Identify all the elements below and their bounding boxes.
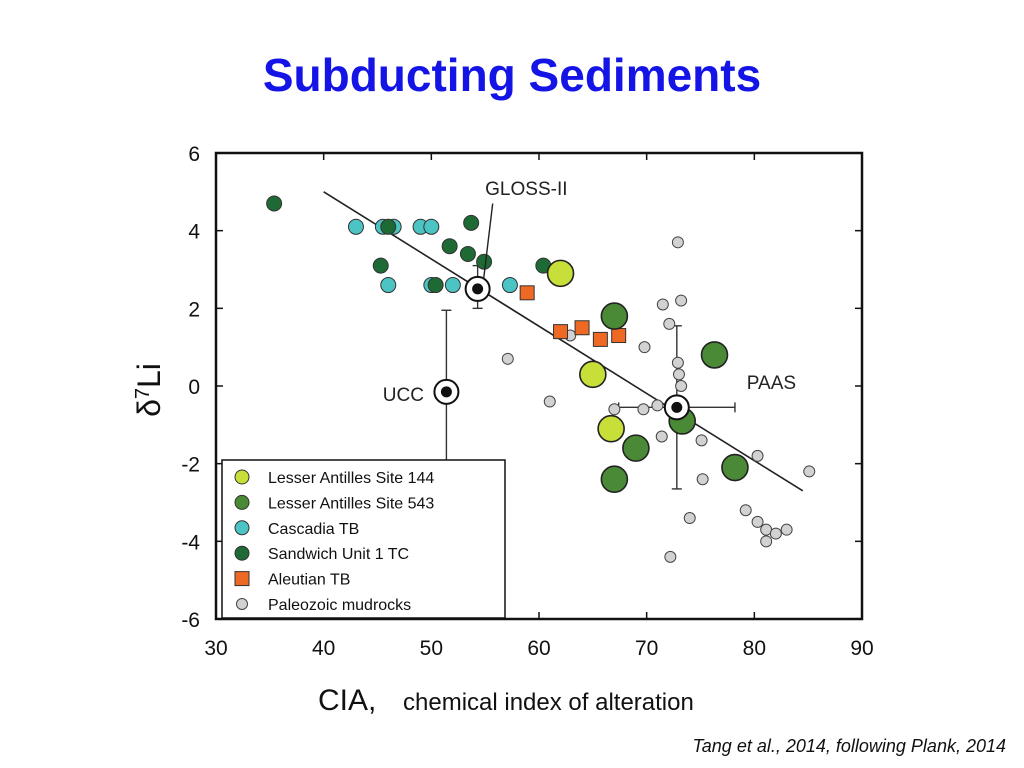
point-lesser-antilles-site-144 [579, 360, 607, 389]
point-paleozoic-mudrocks [803, 465, 816, 478]
x-axis-subtitle: chemical index of alteration [403, 689, 694, 716]
point-sandwich-unit-1-tc [380, 218, 397, 235]
point-paleozoic-mudrocks [760, 535, 773, 548]
y-tick-label: -2 [181, 454, 200, 477]
y-axis-title-element: Li [131, 363, 167, 388]
point-sandwich-unit-1-tc [459, 245, 476, 262]
point-paleozoic-mudrocks [608, 403, 621, 416]
point-aleutian-tb [553, 324, 569, 340]
point-sandwich-unit-1-tc [463, 214, 480, 231]
point-cascadia-tb [423, 218, 440, 235]
y-tick-label: -6 [181, 609, 200, 632]
point-sandwich-unit-1-tc [266, 195, 283, 212]
legend-label-cascadia-tb: Cascadia TB [268, 521, 359, 538]
legend-label-lesser-antilles-site-144: Lesser Antilles Site 144 [268, 470, 434, 487]
point-paleozoic-mudrocks [664, 550, 677, 563]
point-paleozoic-mudrocks [675, 380, 688, 392]
point-sandwich-unit-1-tc [476, 253, 493, 270]
citation: Tang et al., 2014, following Plank, 2014 [692, 736, 1006, 756]
legend-marker-cascadia-tb [234, 520, 250, 536]
legend-box [221, 459, 506, 619]
point-cascadia-tb [501, 277, 518, 294]
reference-point-center-gloss-ii [472, 283, 484, 295]
annotation-paas: PAAS [747, 373, 796, 394]
point-lesser-antilles-site-543 [622, 434, 650, 462]
point-aleutian-tb [574, 320, 590, 336]
x-tick-label: 30 [204, 637, 227, 660]
x-tick-label: 60 [527, 637, 550, 660]
x-tick-label: 70 [635, 637, 658, 660]
point-paleozoic-mudrocks [637, 403, 650, 416]
point-paleozoic-mudrocks [672, 368, 685, 381]
reference-point-center-paas [671, 401, 683, 413]
point-aleutian-tb [611, 328, 627, 344]
y-axis-title-delta: δ [131, 399, 167, 417]
annotation-gloss-ii: GLOSS-II [485, 179, 567, 200]
annotation-ucc: UCC [383, 385, 424, 406]
point-paleozoic-mudrocks [751, 515, 764, 528]
point-paleozoic-mudrocks [655, 430, 668, 443]
x-tick-label: 40 [312, 637, 335, 660]
y-tick-label: 0 [188, 376, 200, 399]
x-axis-title: CIA, [318, 684, 376, 717]
point-paleozoic-mudrocks [671, 236, 684, 249]
point-lesser-antilles-site-144 [597, 414, 625, 443]
point-lesser-antilles-site-543 [600, 302, 629, 330]
point-paleozoic-mudrocks [638, 341, 651, 354]
y-axis-title: δ7Li [131, 363, 167, 417]
x-tick-label: 50 [420, 637, 443, 660]
point-paleozoic-mudrocks [683, 512, 696, 525]
point-paleozoic-mudrocks [501, 352, 514, 365]
point-cascadia-tb [347, 218, 364, 235]
point-lesser-antilles-site-543 [600, 465, 629, 494]
legend-marker-aleutian-tb [234, 571, 250, 587]
point-paleozoic-mudrocks [739, 504, 752, 517]
point-cascadia-tb [444, 277, 461, 294]
legend-marker-lesser-antilles-site-543 [234, 494, 250, 510]
y-tick-label: -4 [181, 531, 200, 554]
point-paleozoic-mudrocks [695, 434, 708, 447]
legend-label-paleozoic-mudrocks: Paleozoic mudrocks [268, 597, 411, 614]
regression-line [323, 191, 804, 492]
point-paleozoic-mudrocks [780, 523, 793, 536]
point-sandwich-unit-1-tc [372, 257, 389, 274]
point-paleozoic-mudrocks [675, 294, 688, 307]
point-lesser-antilles-site-543 [721, 453, 749, 482]
legend-label-lesser-antilles-site-543: Lesser Antilles Site 543 [268, 495, 434, 512]
point-paleozoic-mudrocks [751, 449, 764, 462]
point-sandwich-unit-1-tc [427, 277, 444, 294]
y-tick-label: 2 [188, 298, 200, 321]
point-paleozoic-mudrocks [769, 527, 782, 540]
point-paleozoic-mudrocks [671, 356, 684, 369]
slide-title: Subducting Sediments [262, 49, 762, 101]
annotation-leader-gloss-ii [482, 203, 494, 280]
point-paleozoic-mudrocks [543, 395, 556, 408]
legend-marker-sandwich-unit-1-tc [234, 545, 250, 561]
legend-marker-lesser-antilles-site-144 [234, 469, 250, 485]
legend-label-aleutian-tb: Aleutian TB [268, 572, 350, 589]
x-tick-label: 90 [850, 637, 873, 660]
point-lesser-antilles-site-144 [546, 259, 575, 288]
point-sandwich-unit-1-tc [441, 238, 458, 255]
y-tick-label: 6 [188, 143, 200, 166]
point-aleutian-tb [519, 285, 535, 301]
legend-label-sandwich-unit-1-tc: Sandwich Unit 1 TC [268, 546, 409, 563]
reference-point-center-ucc [440, 386, 452, 398]
x-tick-label: 80 [743, 637, 766, 660]
y-axis-title-superscript: 7 [132, 388, 154, 399]
y-tick-label: 4 [188, 221, 200, 244]
legend-marker-paleozoic-mudrocks [236, 598, 248, 610]
point-paleozoic-mudrocks [656, 298, 669, 311]
point-paleozoic-mudrocks [651, 399, 664, 412]
point-paleozoic-mudrocks [663, 317, 676, 330]
point-paleozoic-mudrocks [696, 473, 709, 486]
point-aleutian-tb [592, 331, 608, 347]
point-lesser-antilles-site-543 [700, 341, 729, 369]
point-cascadia-tb [380, 277, 397, 294]
